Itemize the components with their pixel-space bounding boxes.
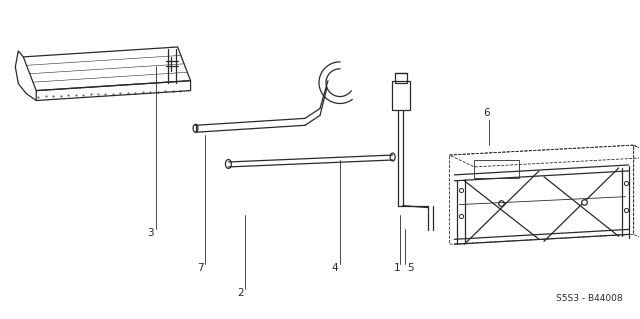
Text: 5: 5 (408, 263, 414, 273)
Text: 6: 6 (483, 108, 490, 118)
Text: 7: 7 (197, 263, 204, 273)
Text: 1: 1 (394, 263, 400, 273)
Text: S5S3 - B44008: S5S3 - B44008 (556, 294, 622, 303)
Text: 3: 3 (147, 228, 154, 238)
Bar (474, 160, 519, 178)
Text: 4: 4 (332, 263, 339, 273)
Bar (392, 81, 410, 110)
Text: 2: 2 (237, 288, 244, 298)
Bar (395, 73, 406, 83)
